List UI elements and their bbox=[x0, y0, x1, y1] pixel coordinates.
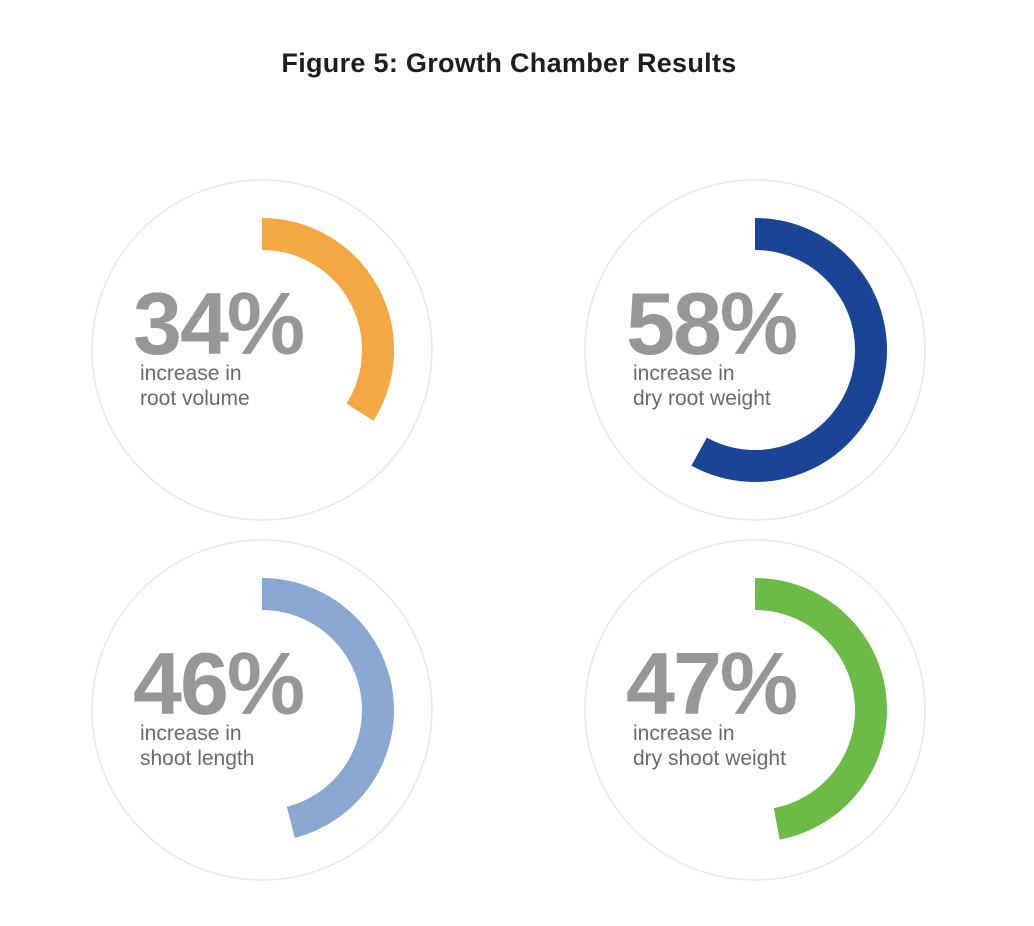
gauge-label-line: increase in bbox=[633, 362, 735, 385]
gauge-progress-arc bbox=[261, 218, 394, 421]
gauge-progress-arc bbox=[691, 218, 887, 482]
gauge-progress-arc bbox=[261, 578, 394, 838]
gauge-label-line: dry root weight bbox=[633, 387, 771, 410]
gauge-value: 58% bbox=[626, 274, 796, 373]
gauge-label-line: root volume bbox=[140, 387, 250, 410]
gauge-label-line: shoot length bbox=[140, 747, 254, 770]
chart-title: Figure 5: Growth Chamber Results bbox=[281, 48, 737, 78]
gauge-label-line: dry shoot weight bbox=[633, 747, 786, 770]
gauge-label-line: increase in bbox=[633, 722, 735, 745]
gauge-label-line: increase in bbox=[140, 722, 242, 745]
gauge-value: 34% bbox=[133, 274, 303, 373]
gauge-progress-arc bbox=[754, 578, 887, 840]
gauge-label-line: increase in bbox=[140, 362, 242, 385]
gauge-value: 46% bbox=[133, 634, 303, 733]
gauge-value: 47% bbox=[626, 634, 796, 733]
